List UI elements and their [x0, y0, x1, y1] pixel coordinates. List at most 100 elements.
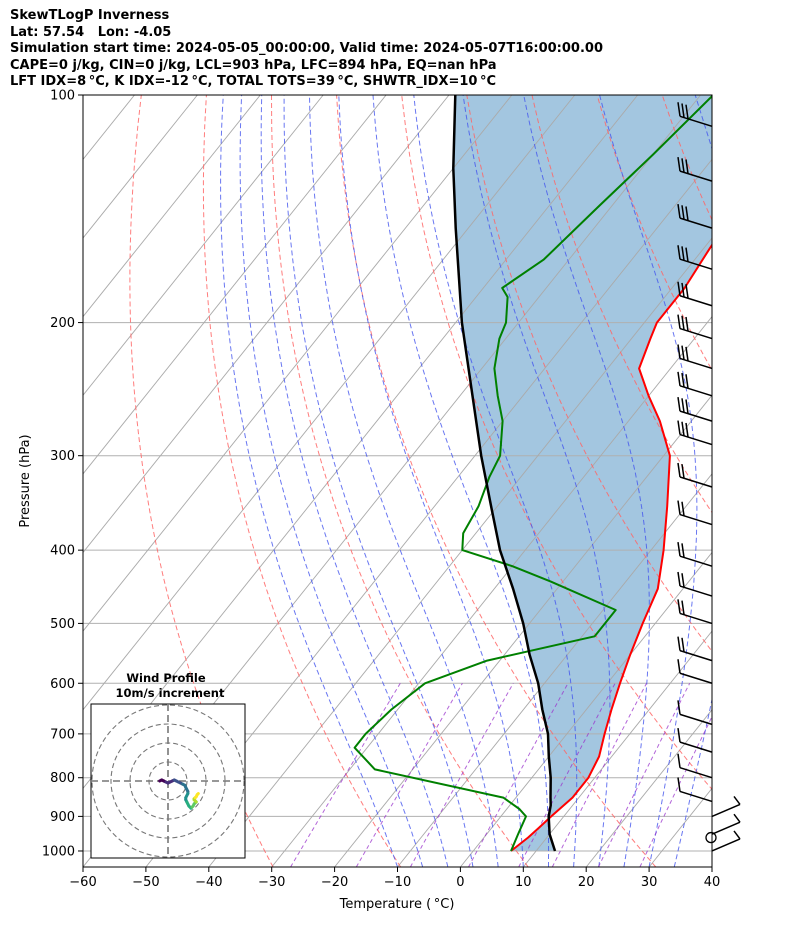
dry-adiabat-line [202, 95, 402, 867]
wind-barb [677, 753, 713, 779]
wind-barb [677, 371, 713, 397]
dry-adiabat-line [129, 95, 274, 867]
isotherm-line [83, 95, 450, 554]
mixing-ratio-line [468, 683, 569, 867]
dewpoint-line [353, 95, 712, 852]
isotherm-line [522, 630, 712, 867]
x-tick-label: 0 [456, 875, 464, 890]
moist-adiabat-line [413, 95, 578, 867]
isotherm-line [83, 95, 198, 239]
cape-shading-layer [453, 95, 712, 851]
wind-barb [677, 157, 713, 182]
x-tick-label: −20 [321, 875, 348, 890]
wind-barb [677, 344, 713, 370]
wind-barb [677, 281, 713, 307]
y-tick-label: 1000 [42, 844, 75, 859]
moist-adiabat-line [220, 95, 398, 867]
wind-barb [711, 795, 741, 818]
isotherm-line [83, 95, 387, 475]
x-tick-label: −10 [384, 875, 411, 890]
y-tick-label: 400 [50, 544, 75, 559]
x-tick-label: 30 [641, 875, 658, 890]
y-tick-label: 500 [50, 617, 75, 632]
background-lines-layer [0, 95, 794, 867]
location-coordinates: Lat: 57.54 Lon: -4.05 [10, 24, 172, 40]
wind-barb [711, 813, 741, 835]
hodograph-ring [91, 704, 245, 858]
wind-barb [677, 314, 713, 340]
y-tick-label: 900 [50, 810, 75, 825]
simulation-times: Simulation start time: 2024-05-05_00:00:… [10, 41, 603, 56]
dry-adiabat-line [401, 95, 712, 791]
x-tick-label: 10 [515, 875, 532, 890]
hodograph-segment [195, 792, 200, 797]
wind-barb [677, 500, 713, 526]
isotherm-line [145, 158, 712, 867]
y-axis-label: Pressure (hPa) [18, 434, 33, 527]
mixing-ratio-line [518, 683, 616, 867]
stability-indices-2: LFT IDX=8 °C, K IDX=-12 °C, TOTAL TOTS=3… [10, 74, 497, 89]
moist-adiabat-line [260, 95, 449, 867]
moist-adiabat-line [523, 95, 650, 867]
x-tick-label: −40 [195, 875, 222, 890]
wind-barb [677, 659, 713, 684]
temperature-line [510, 243, 712, 852]
wind-barb [677, 700, 713, 726]
axis-ticks-layer: −60 −50 −40 −30 −20 −10 0 10 20 30 40 100 200 300 400 5… [42, 89, 720, 891]
mixing-ratio-line [597, 683, 691, 867]
wind-barb [711, 830, 741, 852]
isotherm-line [711, 866, 712, 867]
moist-adiabat-line [338, 95, 524, 867]
isotherm-line [334, 394, 712, 867]
isotherm-line [83, 95, 576, 711]
y-tick-label: 700 [50, 727, 75, 742]
isotherm-line [585, 709, 712, 867]
isotherm-line [83, 95, 324, 396]
isotherm-line [397, 473, 712, 867]
wind-barb [677, 204, 713, 229]
y-tick-label: 100 [50, 89, 75, 104]
wind-barb [677, 542, 713, 567]
dry-adiabat-line [271, 95, 529, 867]
x-tick-label: −50 [132, 875, 159, 890]
y-tick-label: 300 [50, 449, 75, 464]
y-tick-label: 600 [50, 677, 75, 692]
calm-wind-marker [705, 831, 717, 844]
mixing-ratio-line [355, 683, 463, 867]
wind-barb [677, 636, 713, 662]
wind-barb [677, 728, 713, 753]
y-tick-label: 200 [50, 316, 75, 331]
x-tick-label: −30 [258, 875, 285, 890]
chart-header: SkewTLogP Inverness Lat: 57.54 Lon: -4.0… [10, 8, 603, 91]
hodograph-title: Wind Profile [126, 671, 206, 685]
mixing-ratio-line [639, 715, 712, 867]
wind-barb [677, 420, 713, 446]
moist-adiabat-line [599, 95, 698, 867]
shaded-area [453, 95, 712, 851]
moist-adiabat-line [283, 95, 474, 867]
hodograph-subtitle: 10m/s increment [116, 686, 225, 700]
wind-barb [677, 462, 713, 488]
isotherm-line [208, 237, 712, 867]
wind-barb [677, 102, 713, 128]
isotherm-line [0, 95, 72, 867]
x-axis-label: Temperature ( °C) [339, 897, 455, 912]
y-tick-label: 800 [50, 771, 75, 786]
isotherm-line [460, 551, 712, 867]
profile-series-layer [353, 95, 712, 852]
wind-barb [677, 599, 713, 625]
moist-adiabat-line [239, 95, 424, 867]
isotherm-line [83, 95, 261, 318]
wind-barbs-layer [677, 102, 741, 852]
wind-barb [677, 777, 713, 803]
dry-adiabat-line [727, 95, 794, 867]
parcel-line [452, 95, 557, 852]
wind-barb [677, 245, 713, 270]
x-tick-label: 20 [578, 875, 595, 890]
chart-title: SkewTLogP Inverness [10, 8, 170, 23]
moist-adiabat-line [309, 95, 499, 867]
x-tick-label: 40 [704, 875, 721, 890]
wind-barb [677, 571, 713, 597]
